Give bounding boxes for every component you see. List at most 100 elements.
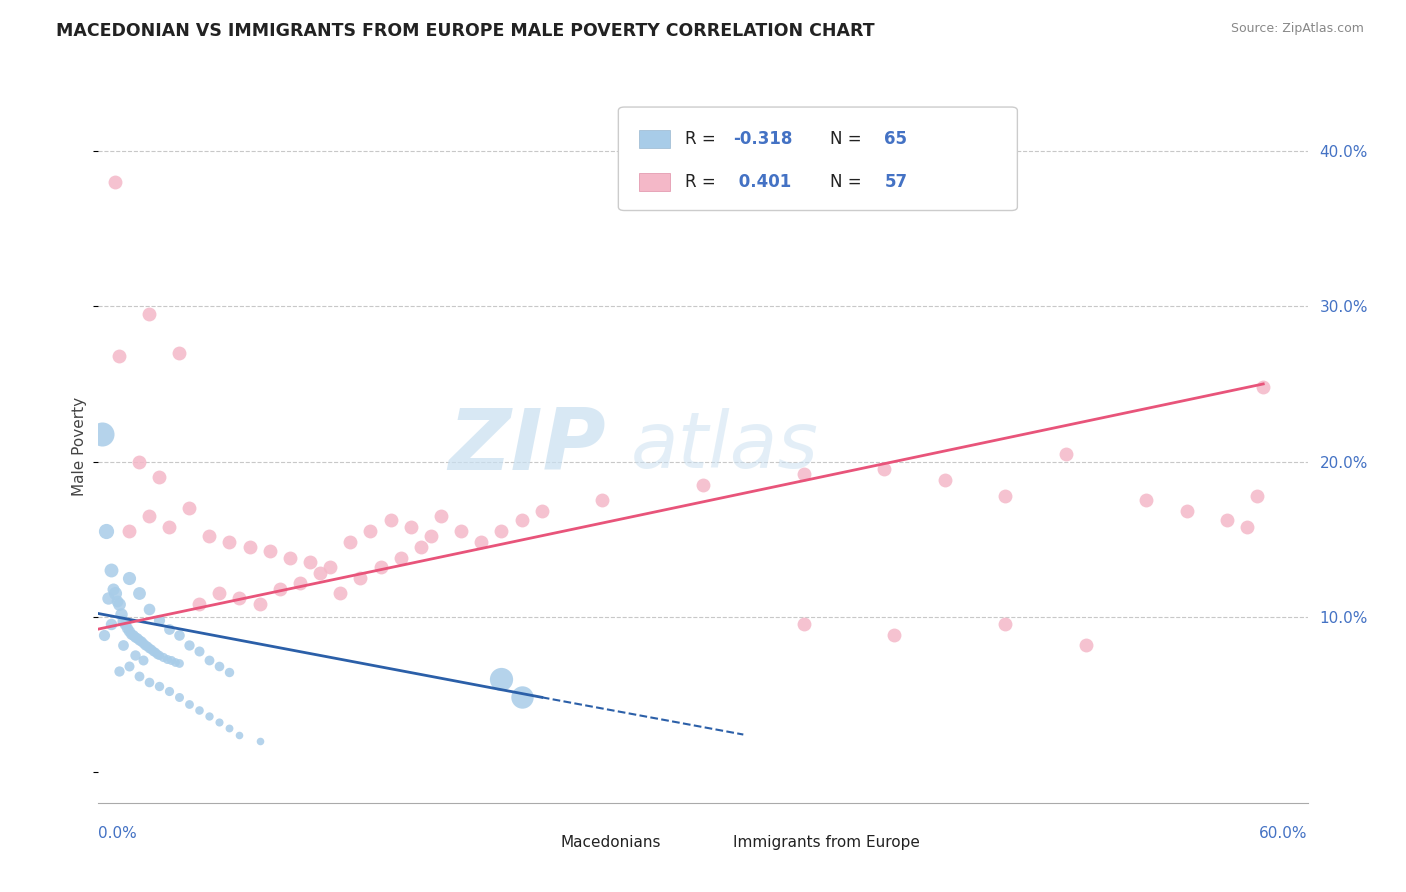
Point xyxy=(118,524,141,539)
Point xyxy=(118,624,141,638)
Point xyxy=(349,571,371,585)
Point xyxy=(167,346,190,360)
Point xyxy=(97,591,120,605)
Text: R =: R = xyxy=(685,173,721,191)
Point xyxy=(208,659,231,673)
Point xyxy=(105,594,128,608)
Point xyxy=(1175,504,1198,518)
Point xyxy=(249,597,271,611)
Point xyxy=(692,477,714,491)
Point xyxy=(510,513,533,527)
Point xyxy=(100,617,122,632)
Text: 0.0%: 0.0% xyxy=(98,826,138,841)
FancyBboxPatch shape xyxy=(638,173,671,191)
Text: 0.401: 0.401 xyxy=(734,173,792,191)
Point xyxy=(299,555,322,569)
Point xyxy=(530,504,553,518)
Point xyxy=(228,591,250,605)
Point xyxy=(118,659,141,673)
Point xyxy=(218,722,240,736)
FancyBboxPatch shape xyxy=(619,107,1018,211)
Point xyxy=(125,632,148,646)
Point xyxy=(160,653,183,667)
Point xyxy=(409,540,432,554)
Y-axis label: Male Poverty: Male Poverty xyxy=(72,396,87,496)
Point xyxy=(143,645,166,659)
Point xyxy=(107,349,129,363)
Point xyxy=(157,684,180,698)
Point xyxy=(329,586,352,600)
Point xyxy=(103,175,125,189)
Point xyxy=(163,655,186,669)
Point xyxy=(1246,489,1268,503)
Point xyxy=(1054,447,1077,461)
Text: Macedonians: Macedonians xyxy=(561,835,661,849)
FancyBboxPatch shape xyxy=(700,831,724,853)
Point xyxy=(259,544,281,558)
Text: Immigrants from Europe: Immigrants from Europe xyxy=(734,835,920,849)
Point xyxy=(1251,380,1274,394)
Point xyxy=(218,665,240,680)
Point xyxy=(179,638,201,652)
Text: R =: R = xyxy=(685,130,721,148)
Point xyxy=(124,648,146,663)
Text: N =: N = xyxy=(830,130,868,148)
Point xyxy=(100,563,122,577)
Point xyxy=(934,473,956,487)
Point xyxy=(142,644,165,658)
Point xyxy=(139,642,162,657)
Text: N =: N = xyxy=(830,173,868,191)
FancyBboxPatch shape xyxy=(527,831,553,853)
Point xyxy=(430,508,453,523)
Point xyxy=(188,644,211,658)
Point xyxy=(218,535,240,549)
Point xyxy=(103,586,125,600)
Point xyxy=(157,519,180,533)
Point xyxy=(883,628,905,642)
Point xyxy=(198,653,221,667)
Point xyxy=(110,607,132,621)
Point xyxy=(319,560,342,574)
Point xyxy=(118,571,141,585)
Point xyxy=(132,653,155,667)
Point xyxy=(873,462,896,476)
Point xyxy=(288,575,311,590)
Point xyxy=(228,727,250,741)
Point xyxy=(198,529,221,543)
Point xyxy=(994,617,1017,632)
Point xyxy=(124,630,146,644)
Point xyxy=(138,602,160,616)
Point xyxy=(380,513,402,527)
Point xyxy=(239,540,262,554)
Point xyxy=(132,636,155,650)
Point xyxy=(309,566,332,581)
Text: 65: 65 xyxy=(884,130,907,148)
Point xyxy=(188,597,211,611)
Point xyxy=(91,426,114,441)
Point xyxy=(1216,513,1239,527)
Text: 57: 57 xyxy=(884,173,907,191)
Point xyxy=(793,467,815,481)
Point xyxy=(208,715,231,730)
Point xyxy=(491,672,513,686)
Point xyxy=(128,454,150,468)
Text: Source: ZipAtlas.com: Source: ZipAtlas.com xyxy=(1230,22,1364,36)
Point xyxy=(120,626,142,640)
FancyBboxPatch shape xyxy=(638,130,671,148)
Point xyxy=(339,535,361,549)
Point xyxy=(128,632,150,647)
Point xyxy=(399,519,422,533)
Point xyxy=(148,680,170,694)
Point xyxy=(107,664,129,678)
Point xyxy=(96,524,118,539)
Point xyxy=(128,668,150,682)
Point xyxy=(156,651,179,665)
Point xyxy=(420,529,443,543)
Point xyxy=(389,550,412,565)
Point xyxy=(128,586,150,600)
Point xyxy=(167,628,190,642)
Point xyxy=(491,524,513,539)
Point xyxy=(591,493,613,508)
Point xyxy=(134,638,156,652)
Text: atlas: atlas xyxy=(630,408,818,484)
